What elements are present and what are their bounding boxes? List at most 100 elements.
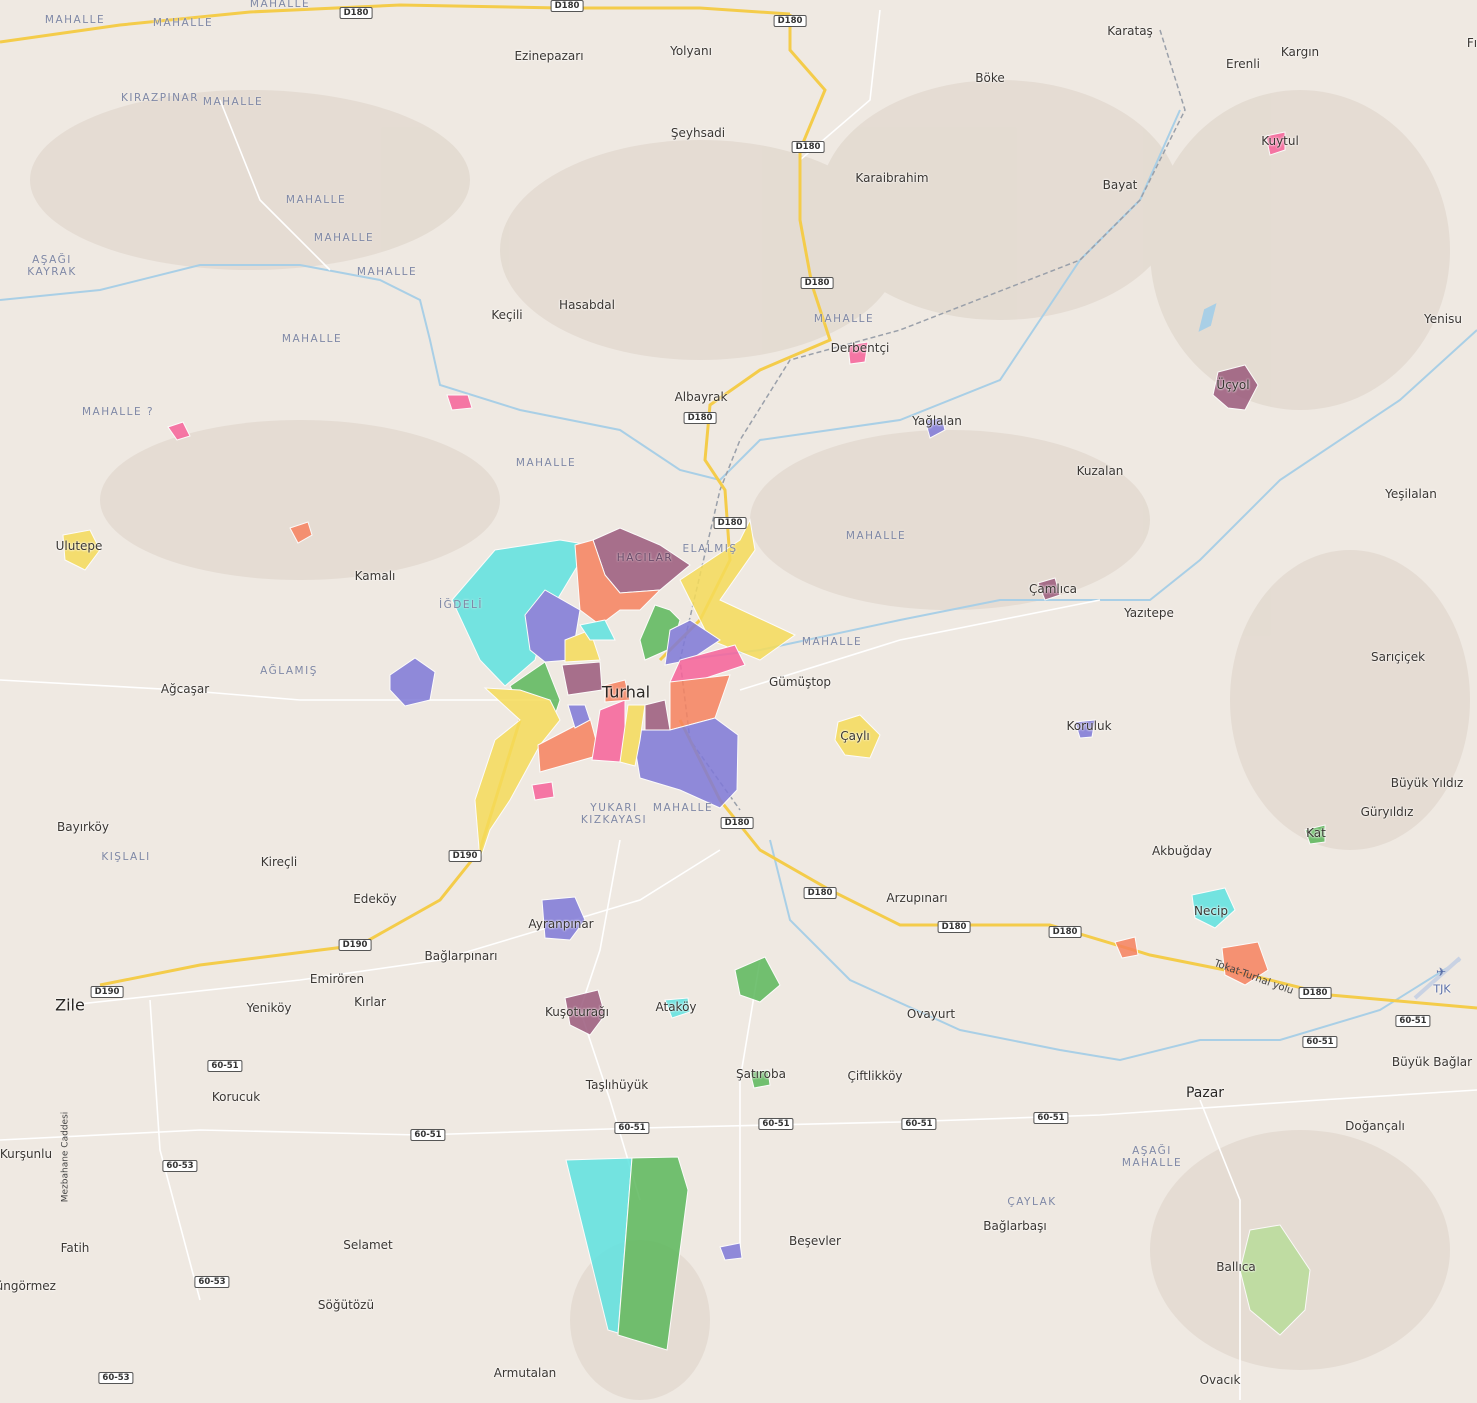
- place-label: Ballıca: [1216, 1260, 1256, 1274]
- place-label: Beşevler: [788, 1234, 842, 1248]
- place-label: Akbuğday: [1151, 844, 1213, 858]
- place-label: Gümüştop: [768, 675, 832, 689]
- polygon-yellow-s: [619, 704, 646, 767]
- airport: [1413, 956, 1462, 1000]
- place-label: Kat: [1306, 826, 1326, 840]
- mahalle-label: MAHALLE: [249, 0, 311, 10]
- road-shield: 60-51: [901, 1118, 937, 1130]
- place-label: Bağlarpınarı: [424, 949, 498, 963]
- place-label: Çaylı: [840, 729, 870, 743]
- road-shield: D180: [1298, 987, 1332, 999]
- mahalle-label: AŞAĞI MAHALLE: [1121, 1145, 1183, 1169]
- polygon-orange-center: [604, 679, 631, 703]
- polygon-center-mauve: [561, 661, 603, 696]
- mahalle-label: AĞLAMIŞ: [260, 665, 318, 677]
- polygon-yellow-sw: [474, 687, 561, 861]
- mahalle-label: MAHALLE: [652, 802, 714, 814]
- place-label: Erenli: [1226, 57, 1260, 71]
- mahalle-label: MAHALLE: [356, 266, 418, 278]
- place-label: Taşlıhüyük: [585, 1078, 649, 1092]
- road-shield: 60-51: [1033, 1112, 1069, 1124]
- place-label: Koruluk: [1066, 719, 1112, 733]
- polygon-pink-s: [591, 699, 626, 763]
- place-label: Necip: [1194, 904, 1228, 918]
- place-label: Kargın: [1280, 45, 1320, 59]
- place-label: Böke: [975, 71, 1005, 85]
- road-shield: D180: [1048, 926, 1082, 938]
- mahalle-label: KIŞLALI: [101, 851, 151, 863]
- polygon-camlica: [1037, 577, 1061, 601]
- polygon-center-purple: [567, 704, 591, 729]
- road-shield: 60-51: [410, 1129, 446, 1141]
- place-label: Edeköy: [353, 892, 397, 906]
- place-label: Kamalı: [354, 569, 396, 583]
- place-label: Arzupınarı: [886, 891, 948, 905]
- polygon-orange-arzu: [1114, 936, 1139, 959]
- mahalle-label: İĞDELİ: [439, 599, 483, 611]
- polygon-yaglalan: [924, 417, 946, 439]
- place-label: Kuzalan: [1076, 464, 1124, 478]
- place-label: Söğütözü: [317, 1298, 375, 1312]
- road-shield: 60-53: [194, 1276, 230, 1288]
- place-label: Albayrak: [674, 390, 728, 404]
- polygon-koruluk: [1074, 719, 1096, 739]
- road-shield: 60-53: [162, 1160, 198, 1172]
- airplane-icon: ✈: [1436, 965, 1447, 979]
- place-label: Çamlıca: [1028, 582, 1078, 596]
- mahalle-label: MAHALLE: [202, 96, 264, 108]
- place-label: Ezinepazarı: [514, 49, 584, 63]
- place-label: Çiftlikköy: [847, 1069, 903, 1083]
- mahalle-label: MAHALLE: [285, 194, 347, 206]
- place-label: Korucuk: [211, 1090, 261, 1104]
- place-label: Şeyhsadi: [670, 126, 726, 140]
- mahalle-label: MAHALLE: [813, 313, 875, 325]
- polygon-ucyol: [1212, 364, 1259, 411]
- polygon-orange-west: [289, 521, 313, 544]
- place-label: Doğançalı: [1345, 1119, 1405, 1133]
- place-label: Emirören: [309, 972, 365, 986]
- place-label: Bağlarbaşı: [983, 1219, 1047, 1233]
- polygon-south-green: [617, 1156, 689, 1351]
- road-shield: D190: [448, 850, 482, 862]
- rivers: [0, 109, 1477, 1062]
- place-label: Fatih: [60, 1241, 90, 1255]
- polygon-atakoy: [664, 997, 691, 1019]
- polygon-satiroba: [749, 1069, 771, 1089]
- polygon-ballica: [1239, 1224, 1311, 1336]
- road-shield: 60-51: [758, 1118, 794, 1130]
- place-label: Kuşoturağı: [544, 1005, 610, 1019]
- place-label: Keçili: [491, 308, 523, 322]
- polygon-kuytul: [1265, 131, 1286, 156]
- town-label-turhal: Turhal: [601, 682, 651, 702]
- polygon-pink-e: [669, 644, 746, 683]
- mahalle-label: ÇAYLAK: [1007, 1196, 1057, 1208]
- place-label: Ovayurt: [906, 1007, 956, 1021]
- place-label: Ataköy: [655, 1000, 697, 1014]
- polygon-kat: [1304, 824, 1326, 845]
- town-label-pazar: Pazar: [1185, 1085, 1225, 1101]
- place-label: Yenisu: [1424, 312, 1462, 326]
- airport-label: TJK: [1433, 982, 1451, 996]
- road-shield: 60-51: [1395, 1015, 1431, 1027]
- place-label: Güryıldız: [1360, 805, 1414, 819]
- polygon-pink-west1: [446, 394, 473, 411]
- road-shield: D190: [338, 939, 372, 951]
- place-label: Ulutepe: [55, 539, 103, 553]
- place-label: Selamet: [343, 1238, 393, 1252]
- place-label: Süngörmez: [0, 1279, 56, 1293]
- mahalle-label: MAHALLE: [845, 530, 907, 542]
- polygon-pink-west2: [167, 421, 191, 441]
- road-shield: 60-53: [98, 1372, 134, 1384]
- river-south: [769, 839, 1461, 1062]
- mahalle-label: MAHALLE: [281, 333, 343, 345]
- road-shield: D180: [773, 15, 807, 27]
- road-shield: D180: [800, 277, 834, 289]
- place-label: Hasabdal: [559, 298, 615, 312]
- place-label: Ovacık: [1199, 1373, 1241, 1387]
- railway: [679, 29, 1186, 811]
- mahalle-label: MAHALLE: [515, 457, 577, 469]
- polygon-purple-ne: [664, 619, 721, 666]
- place-label: Yazıtepe: [1124, 606, 1174, 620]
- polygon-kusoturagi: [564, 989, 606, 1036]
